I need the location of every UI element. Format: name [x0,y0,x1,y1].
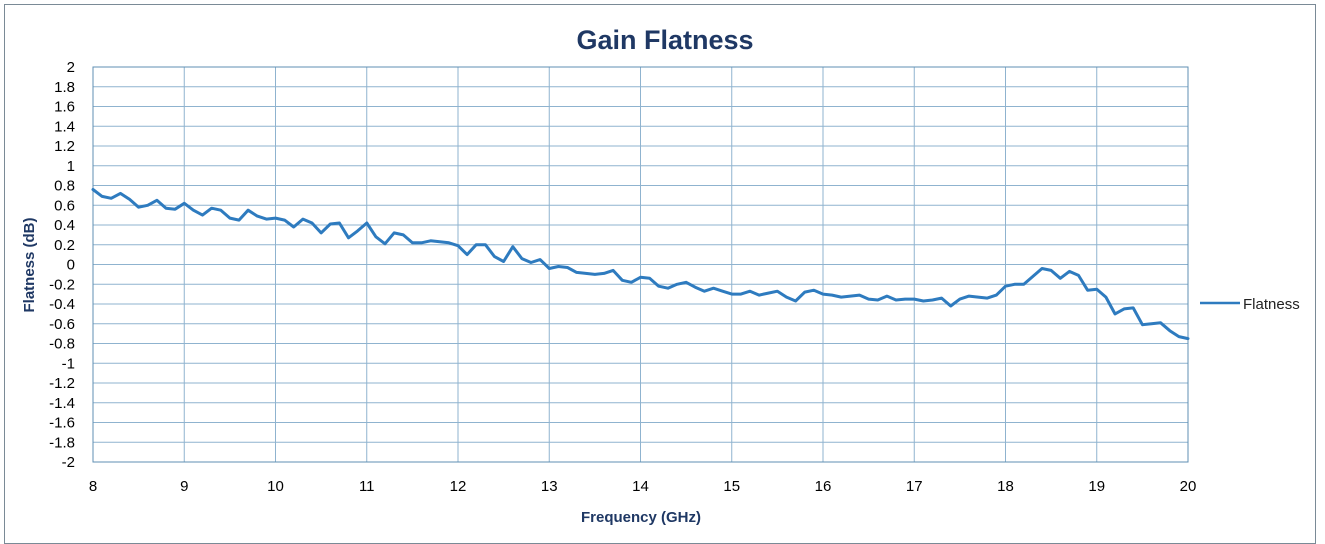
y-tick-label: -1.8 [49,434,75,451]
y-tick-label: -0.2 [49,276,75,293]
gridlines [92,66,1189,463]
y-tick-label: 1 [67,158,75,175]
y-tick-label: 1.4 [54,118,75,135]
y-tick-label: 0.4 [54,217,75,234]
x-tick-label: 9 [180,478,188,495]
x-tick-label: 19 [1088,478,1105,495]
x-tick-label: 15 [723,478,740,495]
x-tick-label: 8 [89,478,97,495]
chart-title: Gain Flatness [576,25,753,55]
x-axis-title: Frequency (GHz) [581,509,701,526]
y-tick-label: -1.4 [49,395,75,412]
y-tick-label: 0 [67,257,75,274]
y-tick-label: 1.6 [54,99,75,116]
y-tick-label: -0.4 [49,296,75,313]
x-tick-label: 12 [450,478,467,495]
y-tick-label: -0.8 [49,336,75,353]
x-tick-label: 13 [541,478,558,495]
x-tick-label: 16 [815,478,832,495]
plot-area-border [92,66,1189,463]
y-tick-label: -1 [62,355,75,372]
tick-labels: 2 1.8 1.6 1.4 1.2 1 0.8 0.6 0.4 0.2 0 -0.2 -0.4 -0.6 -… [49,59,1196,495]
y-axis-title: Flatness (dB) [21,217,38,312]
y-tick-label: 0.2 [54,237,75,254]
legend-label-flatness: Flatness [1243,296,1300,313]
y-tick-label: 0.8 [54,178,75,195]
x-tick-label: 20 [1180,478,1197,495]
y-tick-label: 2 [67,59,75,76]
y-tick-label: -1.2 [49,375,75,392]
legend: Flatness [1200,296,1300,313]
y-tick-label: 1.8 [54,79,75,96]
x-tick-label: 14 [632,478,649,495]
chart-frame [4,4,1316,544]
y-tick-label: 0.6 [54,197,75,214]
series-line-flatness [91,188,1190,341]
y-tick-label: 1.2 [54,138,75,155]
series-layer [91,188,1190,341]
y-tick-label: -0.6 [49,316,75,333]
x-tick-label: 10 [267,478,284,495]
x-tick-label: 17 [906,478,923,495]
x-tick-label: 11 [359,478,375,495]
y-tick-label: -1.6 [49,415,75,432]
y-tick-label: -2 [62,454,75,471]
x-tick-label: 18 [997,478,1014,495]
